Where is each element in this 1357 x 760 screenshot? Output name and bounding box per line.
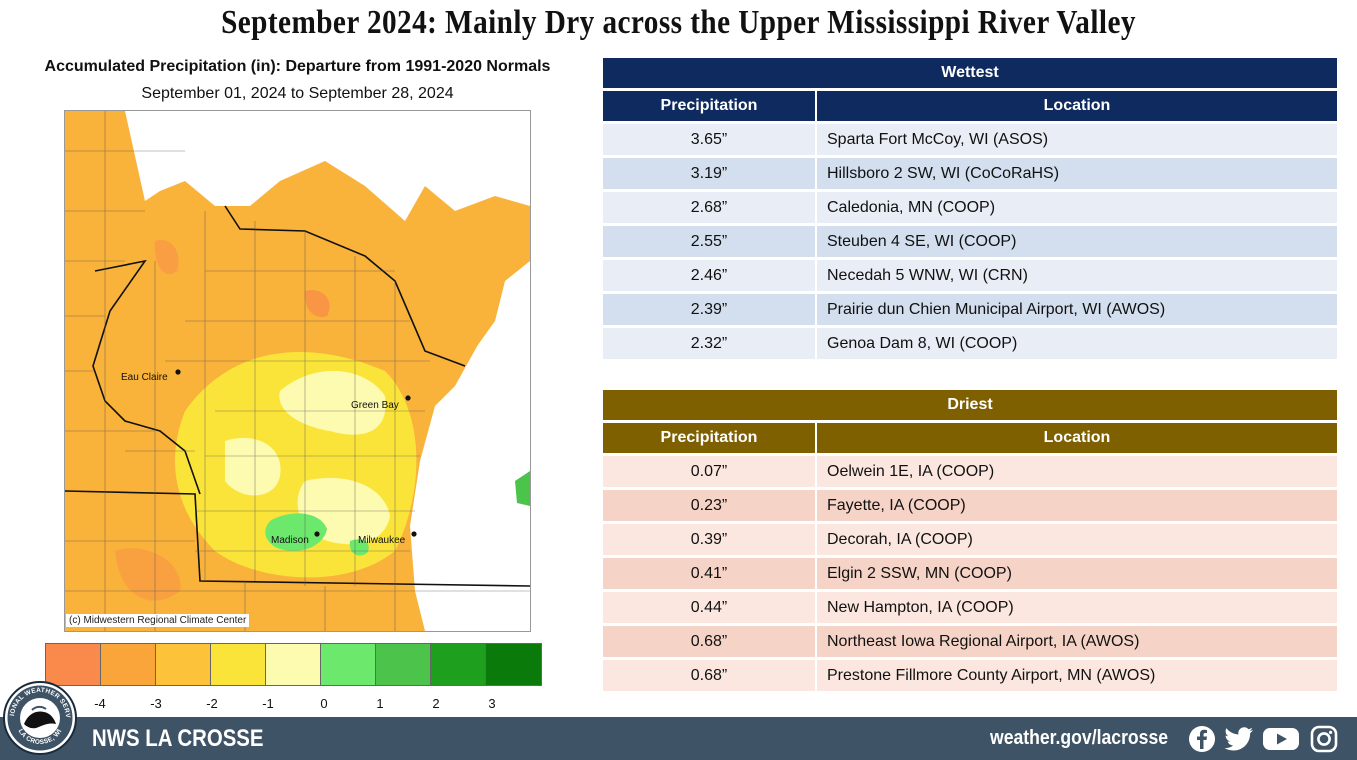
table-row: 2.39” Prairie dun Chien Municipal Airport… (603, 294, 1337, 325)
location-value: Fayette, IA (COOP) (827, 496, 966, 514)
office-name: NWS LA CROSSE (92, 725, 264, 752)
footer-bar: NWS LA CROSSE weather.gov/lacrosse (0, 717, 1357, 760)
wettest-table: Wettest Precipitation Location 3.65” Spar… (603, 55, 1337, 362)
website-link[interactable]: weather.gov/lacrosse (990, 727, 1169, 749)
precip-value: 2.32” (603, 328, 817, 359)
table-row: 0.07” Oelwein 1E, IA (COOP) (603, 456, 1337, 487)
wettest-title: Wettest (603, 58, 1337, 88)
scale-label: -1 (262, 696, 274, 711)
scale-label: 2 (432, 696, 440, 711)
nws-logo: NATIONAL WEATHER SERVICE LA CROSSE, WI (2, 680, 77, 755)
page-title: September 2024: Mainly Dry across the Up… (221, 4, 1136, 41)
facebook-icon[interactable] (1188, 725, 1216, 753)
precip-value: 3.65” (603, 124, 817, 155)
precip-value: 3.19” (603, 158, 817, 189)
table-row: 0.39” Decorah, IA (COOP) (603, 524, 1337, 555)
location-column-header: Location (1043, 429, 1111, 446)
scale-swatch (376, 644, 431, 685)
scale-label: 3 (488, 696, 496, 711)
driest-title: Driest (603, 390, 1337, 420)
table-row: 0.68” Northeast Iowa Regional Airport, IA… (603, 626, 1337, 657)
location-value: Decorah, IA (COOP) (827, 530, 973, 548)
precip-value: 0.68” (603, 626, 817, 657)
location-value: Prestone Fillmore County Airport, MN (AW… (827, 666, 1156, 684)
color-scale-legend (45, 643, 542, 686)
table-row: 2.46” Necedah 5 WNW, WI (CRN) (603, 260, 1337, 291)
location-value: Necedah 5 WNW, WI (CRN) (827, 266, 1028, 284)
twitter-icon[interactable] (1223, 725, 1255, 753)
map-credit: (c) Midwestern Regional Climate Center (66, 614, 250, 627)
map-date-range: September 01, 2024 to September 28, 2024 (141, 85, 454, 102)
location-value: Northeast Iowa Regional Airport, IA (AWO… (827, 632, 1140, 650)
location-value: Oelwein 1E, IA (COOP) (827, 462, 995, 480)
scale-swatch (101, 644, 156, 685)
scale-swatch (46, 644, 101, 685)
scale-swatch (321, 644, 376, 685)
scale-label: -4 (94, 696, 106, 711)
precip-value: 2.68” (603, 192, 817, 223)
scale-label: -3 (150, 696, 162, 711)
table-row: 0.41” Elgin 2 SSW, MN (COOP) (603, 558, 1337, 589)
table-row: 0.68” Prestone Fillmore County Airport, M… (603, 660, 1337, 691)
precip-value: 2.39” (603, 294, 817, 325)
location-value: Genoa Dam 8, WI (COOP) (827, 334, 1018, 352)
table-row: 0.23” Fayette, IA (COOP) (603, 490, 1337, 521)
location-column-header: Location (1043, 97, 1111, 114)
precip-value: 0.23” (603, 490, 817, 521)
scale-label: -2 (206, 696, 218, 711)
location-value: Prairie dun Chien Municipal Airport, WI … (827, 300, 1166, 318)
youtube-icon[interactable] (1262, 725, 1300, 753)
map-heading: Accumulated Precipitation (in): Departur… (44, 58, 551, 75)
city-label-milwaukee: Milwaukee (358, 535, 406, 546)
location-value: Hillsboro 2 SW, WI (CoCoRaHS) (827, 164, 1060, 182)
city-label-green-bay: Green Bay (351, 400, 399, 411)
location-value: New Hampton, IA (COOP) (827, 598, 1014, 616)
scale-label: 0 (320, 696, 328, 711)
wettest-header-row: Precipitation Location (603, 91, 1337, 121)
precip-value: 0.68” (603, 660, 817, 691)
location-value: Elgin 2 SSW, MN (COOP) (827, 564, 1012, 582)
scale-label: 1 (376, 696, 384, 711)
instagram-icon[interactable] (1310, 725, 1338, 753)
scale-swatch (486, 644, 541, 685)
precip-value: 0.44” (603, 592, 817, 623)
precip-value: 2.46” (603, 260, 817, 291)
table-row: 3.19” Hillsboro 2 SW, WI (CoCoRaHS) (603, 158, 1337, 189)
precipitation-map (64, 110, 531, 632)
table-row: 2.55” Steuben 4 SE, WI (COOP) (603, 226, 1337, 257)
precip-column-header: Precipitation (603, 423, 817, 453)
precip-column-header: Precipitation (603, 91, 817, 121)
table-row: 2.32” Genoa Dam 8, WI (COOP) (603, 328, 1337, 359)
scale-swatch (266, 644, 321, 685)
table-row: 3.65” Sparta Fort McCoy, WI (ASOS) (603, 124, 1337, 155)
precip-value: 0.39” (603, 524, 817, 555)
precip-value: 2.55” (603, 226, 817, 257)
location-value: Steuben 4 SE, WI (COOP) (827, 232, 1017, 250)
precip-value: 0.07” (603, 456, 817, 487)
scale-swatch (211, 644, 266, 685)
city-label-madison: Madison (271, 535, 309, 546)
location-value: Sparta Fort McCoy, WI (ASOS) (827, 130, 1049, 148)
table-row: 0.44” New Hampton, IA (COOP) (603, 592, 1337, 623)
location-value: Caledonia, MN (COOP) (827, 198, 996, 216)
driest-table: Driest Precipitation Location 0.07” Oelwe… (603, 387, 1337, 694)
scale-swatch (156, 644, 211, 685)
table-row: 2.68” Caledonia, MN (COOP) (603, 192, 1337, 223)
driest-header-row: Precipitation Location (603, 423, 1337, 453)
scale-swatch (431, 644, 486, 685)
city-label-eau-claire: Eau Claire (121, 372, 168, 383)
precip-value: 0.41” (603, 558, 817, 589)
